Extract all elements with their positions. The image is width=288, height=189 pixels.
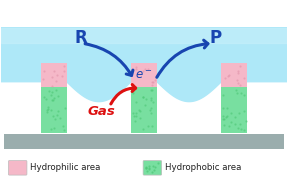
Polygon shape (1, 28, 287, 43)
Text: Hydrophilic area: Hydrophilic area (30, 163, 101, 172)
Text: Gas: Gas (87, 105, 115, 118)
FancyBboxPatch shape (8, 161, 27, 175)
Bar (221, 63, 247, 87)
Polygon shape (1, 28, 287, 102)
Bar (131, 86, 157, 133)
Text: R: R (75, 29, 87, 47)
FancyBboxPatch shape (143, 161, 162, 175)
Bar (131, 63, 157, 87)
Text: Hydrophobic area: Hydrophobic area (165, 163, 241, 172)
Bar (41, 86, 67, 133)
Bar (41, 63, 67, 87)
Text: P: P (210, 29, 222, 47)
Text: $e^-$: $e^-$ (135, 69, 153, 82)
Bar (221, 86, 247, 133)
Bar (3, 134, 285, 149)
